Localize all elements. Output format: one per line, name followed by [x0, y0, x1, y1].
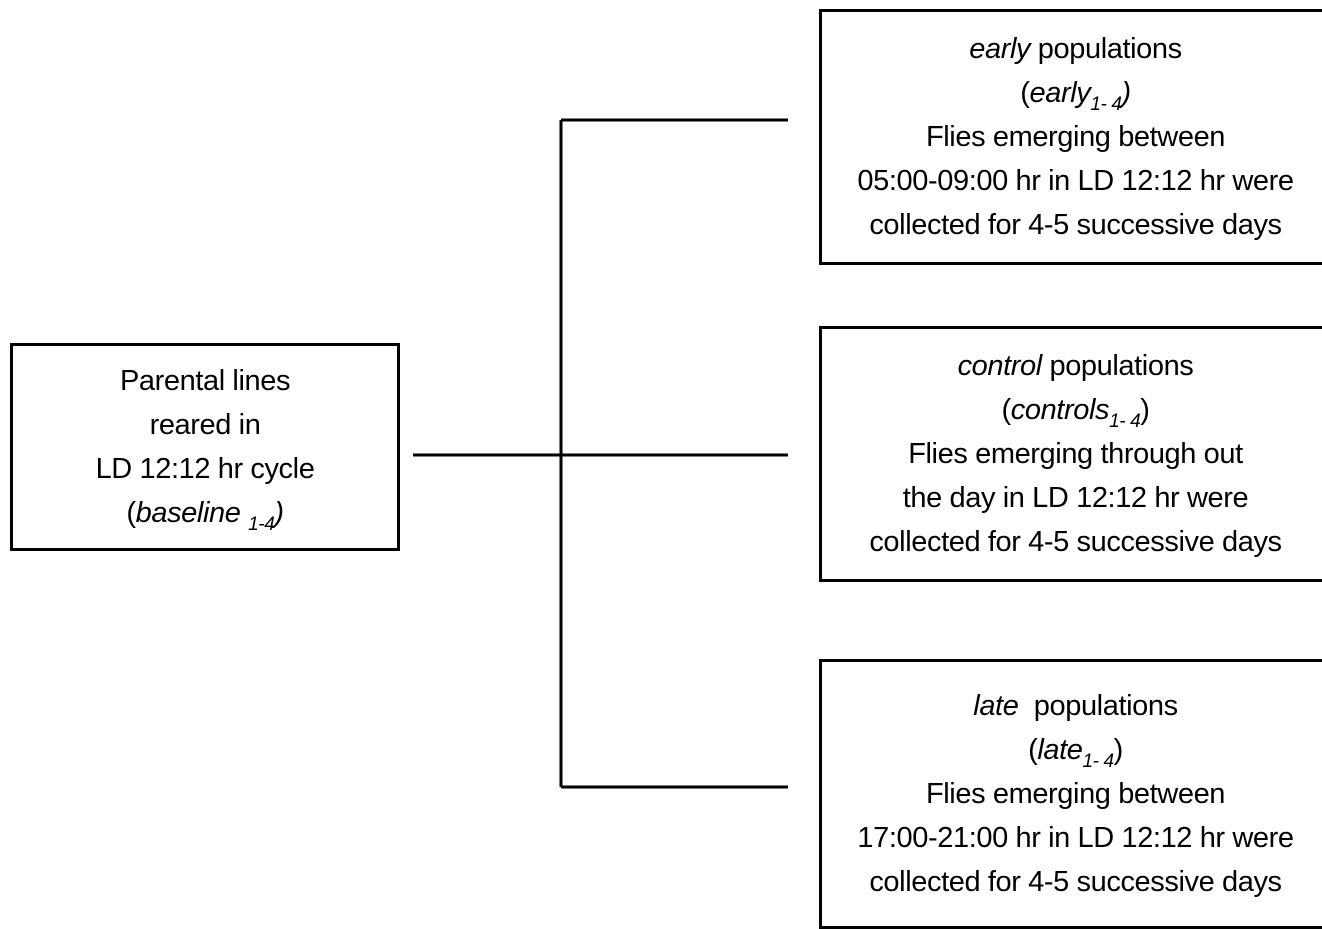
text-line: control populations	[958, 344, 1194, 388]
text-run: LD 12:12 hr cycle	[95, 453, 315, 485]
text-line: Flies emerging between	[926, 772, 1225, 816]
text-run: )	[1140, 394, 1150, 426]
connector-lines	[413, 118, 788, 789]
text-run: Flies emerging between	[925, 121, 1226, 153]
text-run: (	[1001, 394, 1011, 426]
text-run: late	[973, 690, 1019, 722]
text-run: collected for 4-5 successive days	[869, 866, 1282, 898]
early-box: early populations (early1- 4) Flies emergi…	[819, 9, 1322, 265]
parent-box: Parental lines reared in LD 12:12 hr cycle…	[10, 343, 400, 551]
text-run: the day in LD 12:12 hr were	[902, 482, 1249, 514]
text-line: Flies emerging between	[926, 115, 1225, 159]
text-run: Flies emerging between	[925, 778, 1226, 810]
text-run: 05:00-09:00 hr in LD 12:12 hr were	[857, 165, 1294, 197]
text-run: (	[1028, 734, 1038, 766]
subscript: 1-4	[248, 514, 275, 535]
text-line: (baseline 1-4)	[126, 491, 284, 535]
subscript: 1- 4	[1109, 411, 1141, 432]
text-line: (controls1- 4)	[1001, 388, 1149, 432]
text-run: late	[1037, 734, 1083, 766]
text-run: )	[1121, 77, 1132, 109]
text-run: Parental lines	[119, 365, 291, 397]
text-line: (early1- 4)	[1020, 71, 1131, 115]
text-run: early	[969, 33, 1031, 65]
text-run: (	[126, 497, 136, 529]
text-run: Flies emerging through out	[908, 438, 1243, 470]
subscript: 1- 4	[1082, 751, 1115, 772]
text-line: late populations	[973, 684, 1178, 728]
text-line: early populations	[969, 27, 1182, 71]
text-run: early	[1029, 77, 1091, 109]
text-run: baseline	[135, 497, 249, 529]
text-run: collected for 4-5 successive days	[869, 526, 1282, 558]
text-run: populations	[1041, 350, 1194, 382]
late-box: late populations (late1- 4) Flies emerging…	[819, 659, 1322, 929]
text-run: (	[1020, 77, 1030, 109]
text-line: (late1- 4)	[1028, 728, 1123, 772]
text-line: collected for 4-5 successive days	[869, 520, 1282, 564]
text-run: )	[274, 497, 284, 529]
text-line: collected for 4-5 successive days	[869, 203, 1282, 247]
text-run: populations	[1030, 33, 1182, 65]
text-run: control	[957, 350, 1043, 382]
text-line: Parental lines	[119, 359, 291, 403]
text-run: )	[1113, 734, 1124, 766]
text-line: collected for 4-5 successive days	[869, 860, 1282, 904]
text-line: 05:00-09:00 hr in LD 12:12 hr were	[857, 159, 1294, 203]
control-box: control populations (controls1- 4) Flies e…	[819, 326, 1322, 582]
text-line: 17:00-21:00 hr in LD 12:12 hr were	[857, 816, 1294, 860]
text-line: Flies emerging through out	[908, 432, 1243, 476]
subscript: 1- 4	[1090, 94, 1122, 115]
text-line: LD 12:12 hr cycle	[96, 447, 315, 491]
text-run: controls	[1010, 394, 1110, 426]
text-run: 17:00-21:00 hr in LD 12:12 hr were	[857, 822, 1294, 854]
text-line: reared in	[150, 403, 261, 447]
text-run: populations	[1018, 690, 1178, 722]
text-line: the day in LD 12:12 hr were	[902, 476, 1249, 520]
text-run: collected for 4-5 successive days	[869, 209, 1282, 241]
text-run: reared in	[149, 409, 261, 441]
